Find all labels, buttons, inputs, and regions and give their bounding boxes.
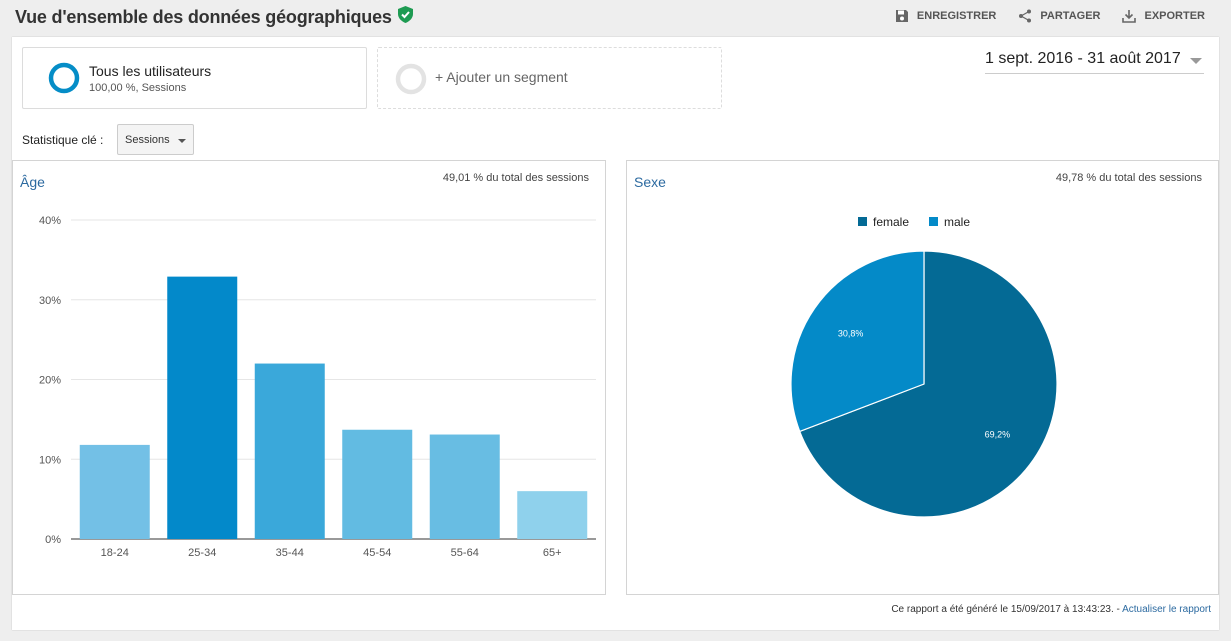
metric-label: Statistique clé : <box>22 133 104 147</box>
y-tick-label: 10% <box>39 454 61 466</box>
segment-ring-icon <box>48 62 80 99</box>
age-bar-chart: 0% 10% 20% 30% 40% 18-24 25-34 35-44 45-54 55-64 6… <box>39 215 596 559</box>
download-icon <box>1122 9 1137 23</box>
bar <box>342 429 413 539</box>
report-footer: Ce rapport a été généré le 15/09/2017 à … <box>12 604 1211 615</box>
pie-slice <box>790 250 925 433</box>
chevron-down-icon <box>178 139 186 143</box>
page-title: Vue d'ensemble des données géographiques <box>15 6 413 28</box>
save-icon <box>895 9 909 23</box>
date-range-picker[interactable]: 1 sept. 2016 - 31 août 2017 <box>985 50 1204 74</box>
legend-label: female <box>873 215 909 229</box>
save-label: ENREGISTRER <box>916 10 997 22</box>
segment-all-users[interactable]: Tous les utilisateurs 100,00 %, Sessions <box>22 47 367 109</box>
report-card: Tous les utilisateurs 100,00 %, Sessions… <box>12 37 1219 630</box>
x-tick-label: 45-54 <box>363 547 391 559</box>
bar <box>167 276 238 539</box>
slice-label: 69,2% <box>985 430 1011 440</box>
metric-selected-value: Sessions <box>125 134 170 146</box>
segment-name: Tous les utilisateurs <box>89 63 212 79</box>
chevron-down-icon <box>1190 58 1202 64</box>
pie-slice <box>798 250 1058 518</box>
add-segment-button[interactable]: + Ajouter un segment <box>377 47 722 109</box>
empty-segment-ring-icon <box>395 63 427 100</box>
sex-panel: Sexe 49,78 % du total des sessions 69,2%… <box>626 160 1219 595</box>
add-segment-label: + Ajouter un segment <box>435 69 568 85</box>
y-tick-label: 40% <box>39 215 61 227</box>
legend-label: male <box>944 215 970 229</box>
export-button[interactable]: EXPORTER <box>1122 9 1205 23</box>
bar <box>254 363 325 539</box>
footer-generated-text: Ce rapport a été généré le 15/09/2017 à … <box>891 604 1123 615</box>
page-header: Vue d'ensemble des données géographiques… <box>0 0 1231 36</box>
x-tick-label: 35-44 <box>276 547 304 559</box>
legend-swatch <box>929 217 938 226</box>
sex-panel-note: 49,78 % du total des sessions <box>1055 172 1202 184</box>
share-label: PARTAGER <box>1040 10 1101 22</box>
sex-panel-title: Sexe <box>634 174 666 190</box>
bar <box>517 491 588 539</box>
sex-pie-chart: 69,2% 30,8% female male <box>790 215 1058 518</box>
bar <box>79 444 150 539</box>
share-button[interactable]: PARTAGER <box>1018 9 1100 23</box>
bar <box>429 434 500 539</box>
x-tick-label: 65+ <box>543 547 562 559</box>
age-panel: Âge 49,01 % du total des sessions 0% 10% 2… <box>12 160 606 595</box>
export-label: EXPORTER <box>1144 10 1205 22</box>
page-title-text: Vue d'ensemble des données géographiques <box>15 6 392 27</box>
verified-shield-icon <box>397 6 413 28</box>
share-icon <box>1018 9 1032 23</box>
y-tick-label: 0% <box>45 534 61 546</box>
x-tick-label: 25-34 <box>188 547 216 559</box>
y-tick-label: 20% <box>39 375 61 387</box>
refresh-report-link[interactable]: Actualiser le rapport <box>1122 604 1211 615</box>
age-panel-note: 49,01 % du total des sessions <box>442 172 589 184</box>
y-tick-label: 30% <box>39 295 61 307</box>
segment-share: 100,00 %, Sessions <box>89 82 187 94</box>
x-tick-label: 18-24 <box>101 547 129 559</box>
save-button[interactable]: ENREGISTRER <box>895 9 996 23</box>
age-panel-title: Âge <box>20 174 45 190</box>
date-range-text: 1 sept. 2016 - 31 août 2017 <box>985 50 1181 67</box>
legend-swatch <box>858 217 867 226</box>
slice-label: 30,8% <box>838 328 864 338</box>
metric-select[interactable]: Sessions <box>117 124 194 155</box>
x-tick-label: 55-64 <box>451 547 479 559</box>
